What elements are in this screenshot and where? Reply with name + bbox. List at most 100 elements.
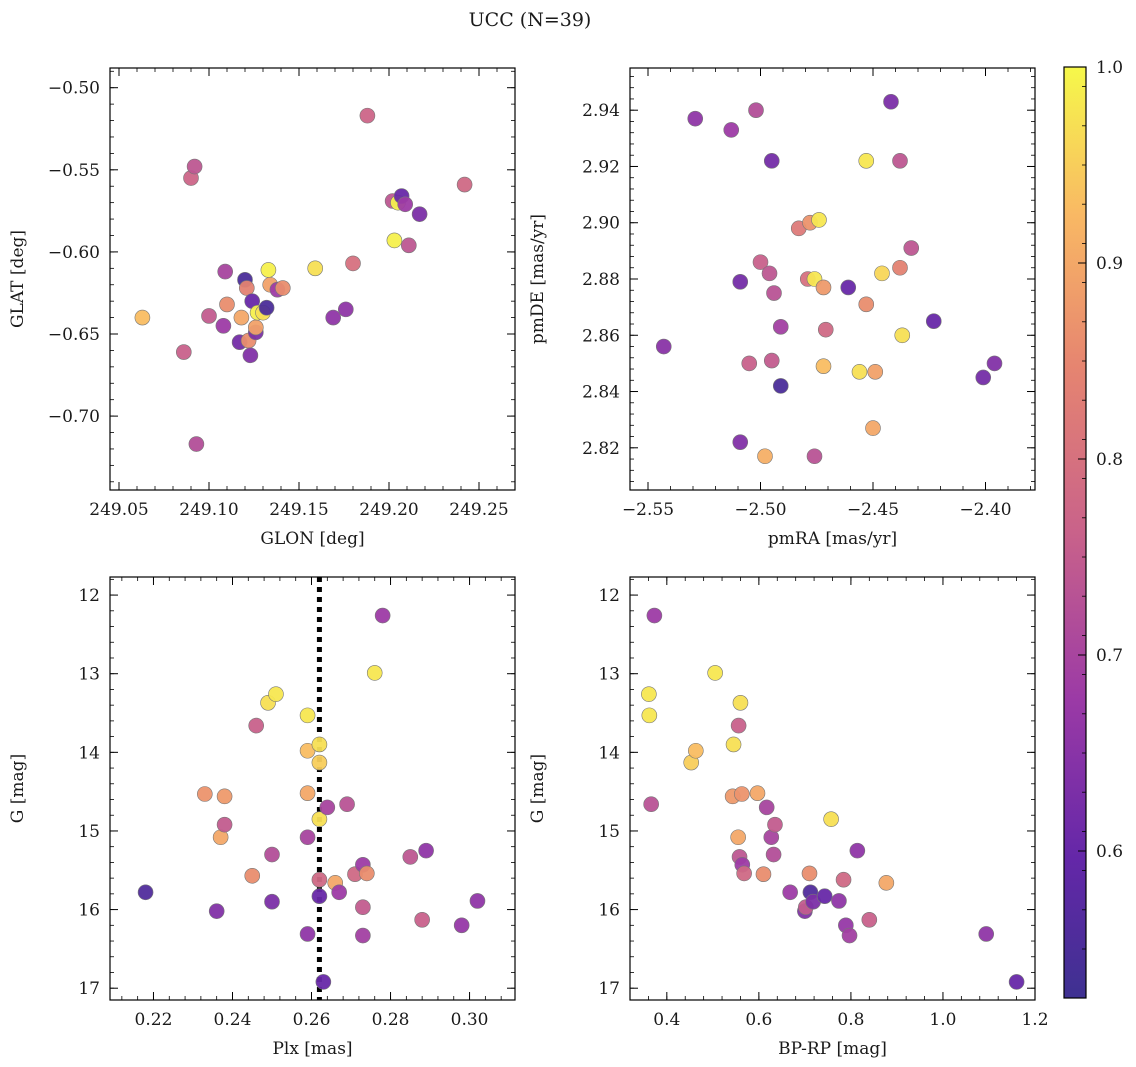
scatter-point	[736, 865, 752, 882]
scatter-point	[233, 309, 250, 326]
y-axis-label: G [mag]	[528, 754, 548, 823]
scatter-point	[734, 786, 750, 802]
scatter-point	[248, 717, 264, 734]
y-tick-label: −0.65	[48, 325, 100, 345]
scatter-point	[134, 309, 151, 326]
y-tick-label: −0.55	[48, 161, 100, 181]
x-tick-label: −2.40	[959, 500, 1011, 520]
scatter-point	[402, 849, 419, 865]
plot-frame	[109, 67, 516, 491]
scatter-point	[835, 871, 852, 888]
scatter-point	[758, 799, 775, 816]
y-axis-label: G [mag]	[8, 754, 28, 823]
y-tick-label: 2.84	[582, 383, 620, 403]
scatter-point	[925, 313, 942, 330]
scatter-point	[197, 786, 213, 802]
scatter-point	[216, 788, 233, 805]
scatter-point	[782, 884, 798, 901]
scatter-point	[978, 926, 995, 942]
scatter-point	[730, 717, 747, 734]
x-axis-label: Plx [mas]	[272, 1039, 352, 1059]
colorbar-tick-label: 0.9	[1096, 254, 1123, 274]
scatter-point	[299, 829, 316, 846]
colorbar-tick-label: 0.7	[1096, 646, 1123, 666]
scatter-point	[1008, 974, 1025, 990]
x-tick-label: −2.50	[734, 500, 786, 520]
scatter-point	[687, 110, 704, 127]
scatter-point	[840, 279, 857, 296]
scatter-point	[749, 785, 766, 802]
scatter-point	[248, 319, 264, 336]
scatter-point	[386, 232, 403, 249]
scatter-point	[411, 206, 428, 222]
scatter-point	[355, 899, 371, 916]
scatter-point	[757, 448, 773, 465]
scatter-point	[725, 736, 742, 753]
x-tick-label: 1.2	[1021, 1010, 1048, 1030]
y-tick-label: 12	[598, 586, 620, 606]
scatter-point	[646, 607, 663, 624]
scatter-point	[748, 102, 764, 118]
colorbar-tick-label: 0.8	[1096, 450, 1123, 470]
x-tick-label: 249.15	[269, 500, 328, 520]
scatter-point	[815, 279, 832, 296]
scatter-point	[453, 917, 470, 934]
y-tick-label: 15	[598, 822, 620, 842]
y-tick-label: 16	[598, 901, 620, 921]
scatter-point	[239, 280, 255, 296]
scatter-point	[801, 865, 818, 882]
scatter-point	[414, 912, 430, 928]
x-tick-label: 0.8	[837, 1010, 864, 1030]
y-axis-label: GLAT [deg]	[8, 230, 28, 328]
scatter-point	[400, 237, 417, 254]
scatter-point	[397, 196, 414, 213]
scatter-point	[469, 893, 486, 909]
scatter-point	[986, 355, 1003, 372]
scatter-point	[188, 436, 205, 452]
y-tick-label: 2.90	[582, 214, 620, 234]
panel-pmra-pmde: −2.55 −2.50 −2.45 −2.40 2.82 2.84 2.86 2.88 2.90…	[528, 67, 1036, 549]
scatter-point	[883, 93, 899, 110]
scatter-point	[761, 265, 778, 282]
scatter-point	[849, 842, 866, 859]
scatter-point	[732, 274, 749, 290]
figure-title: UCC (N=39)	[469, 9, 592, 31]
x-tick-label: 249.20	[359, 500, 418, 520]
scatter-point	[732, 694, 749, 711]
scatter-point	[806, 448, 823, 465]
scatter-point	[311, 754, 328, 771]
panel-plx-g: 0.22 0.24 0.26 0.28 0.30 12 13 14 15 16 17 Plx [mas…	[8, 576, 516, 1059]
x-tick-label: 0.28	[372, 1010, 410, 1030]
scatter-point	[418, 842, 434, 859]
scatter-point	[264, 846, 280, 863]
scatter-point	[299, 926, 316, 942]
scatter-point	[892, 259, 908, 276]
scatter-point	[811, 212, 827, 228]
scatter-point	[641, 686, 657, 702]
scatter-point	[319, 799, 336, 816]
y-tick-label: 2.86	[582, 326, 620, 346]
y-tick-label: 2.92	[582, 157, 620, 177]
scatter-point	[641, 707, 658, 724]
scatter-point	[688, 742, 704, 759]
y-tick-label: 2.94	[582, 101, 620, 121]
scatter-point	[268, 686, 284, 702]
x-tick-label: 249.05	[89, 500, 148, 520]
scatter-point	[655, 338, 672, 355]
scatter-point	[841, 927, 858, 944]
plot-frame	[629, 576, 1036, 1001]
scatter-point	[858, 153, 875, 169]
y-tick-label: 2.88	[582, 270, 620, 290]
scatter-point	[331, 884, 347, 901]
scatter-point	[772, 319, 789, 335]
x-tick-label: −2.45	[847, 500, 899, 520]
x-tick-label: 1.0	[929, 1010, 956, 1030]
scatter-point	[258, 299, 275, 316]
y-tick-label: −0.70	[48, 407, 100, 427]
x-axis-label: pmRA [mas/yr]	[768, 529, 897, 549]
y-tick-label: 14	[78, 743, 100, 763]
scatter-point	[831, 893, 847, 909]
scatter-point	[337, 301, 354, 318]
scatter-point	[216, 816, 233, 833]
